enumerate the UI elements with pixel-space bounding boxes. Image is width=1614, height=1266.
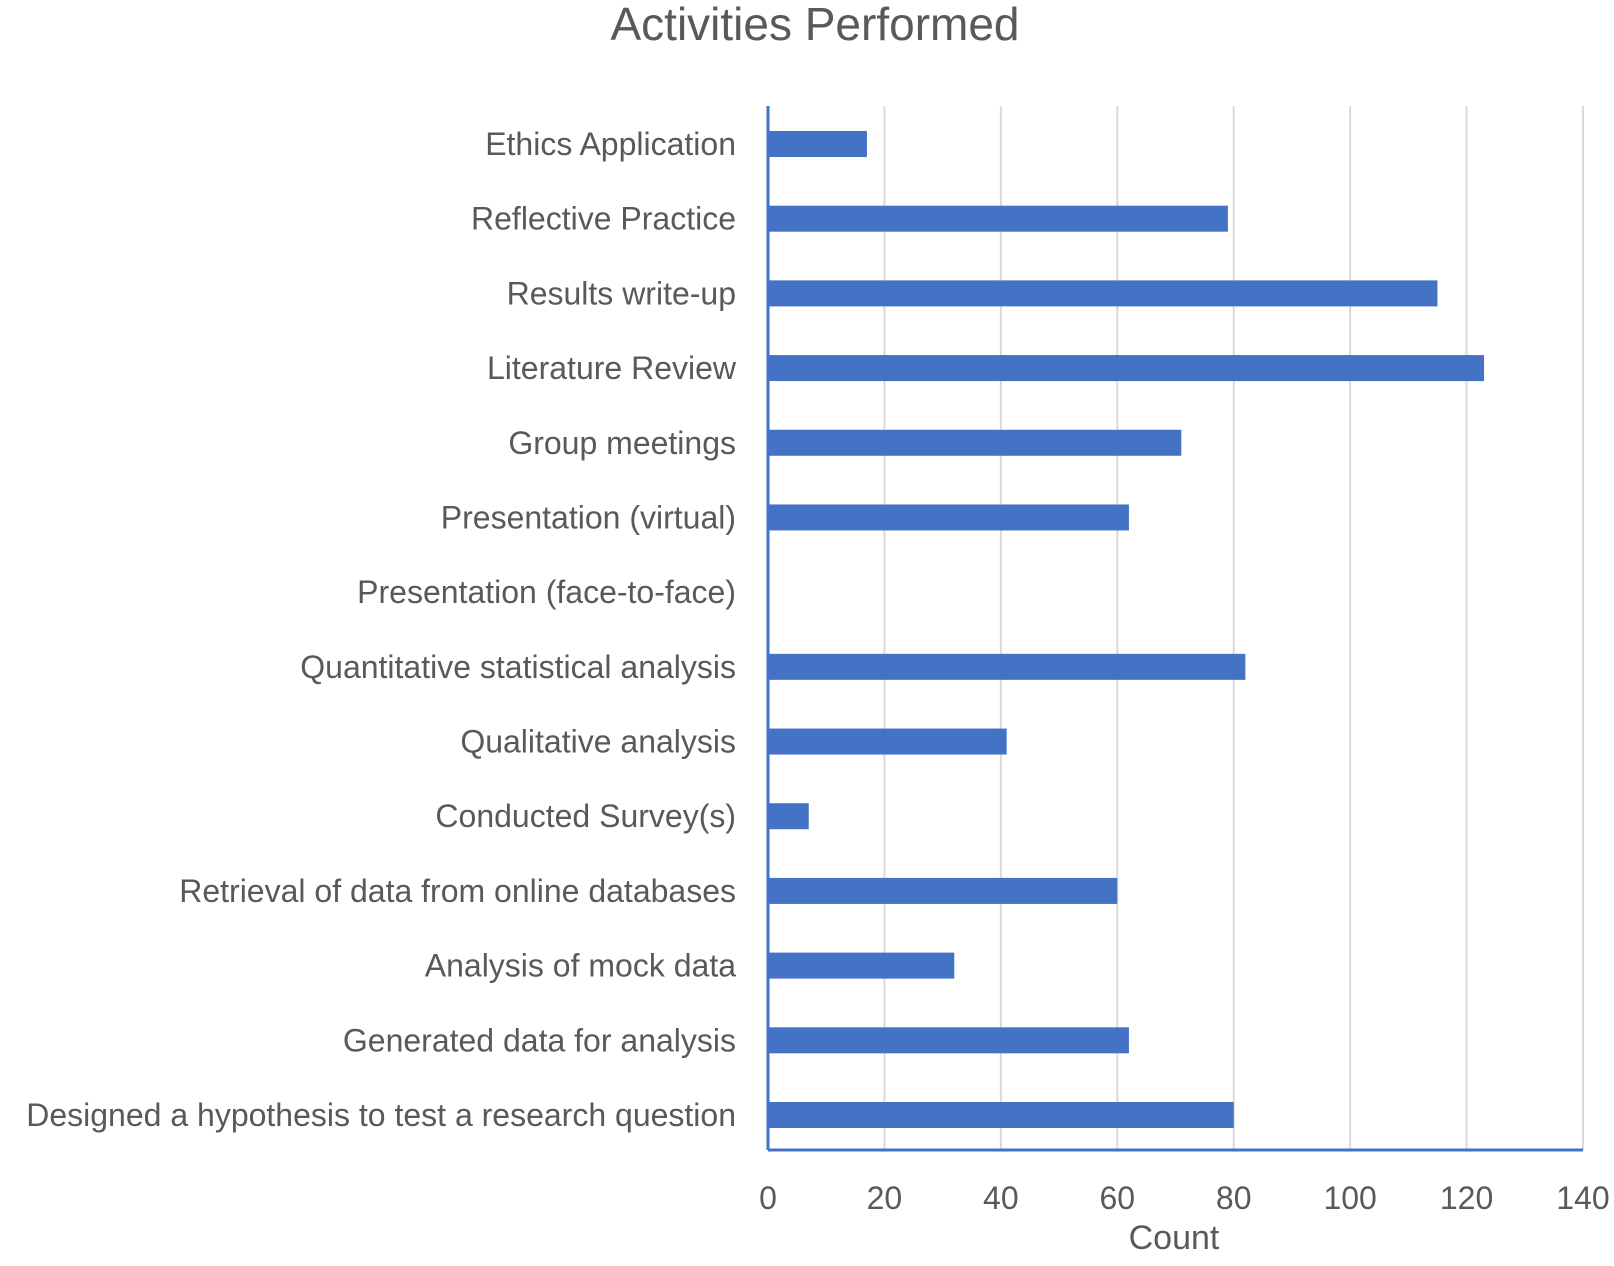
- category-label: Generated data for analysis: [343, 1022, 736, 1058]
- bar: [768, 1102, 1234, 1128]
- category-label: Presentation (face-to-face): [357, 574, 736, 610]
- x-axis-title: Count: [1129, 1219, 1220, 1257]
- category-label: Presentation (virtual): [441, 499, 736, 535]
- chart-title: Activities Performed: [610, 0, 1019, 50]
- category-label: Literature Review: [487, 350, 737, 386]
- x-tick-label: 40: [983, 1180, 1019, 1216]
- category-label: Group meetings: [508, 425, 736, 461]
- x-tick-label: 120: [1440, 1180, 1493, 1216]
- category-label: Retrieval of data from online databases: [179, 873, 736, 909]
- bar: [768, 728, 1007, 755]
- category-label: Analysis of mock data: [425, 948, 736, 984]
- bars: [768, 131, 1485, 1128]
- bar: [768, 1027, 1129, 1054]
- bar: [768, 653, 1246, 680]
- bar: [768, 429, 1182, 456]
- category-labels: Ethics Application Reflective Practice Res…: [26, 126, 737, 1133]
- x-tick-label: 60: [1099, 1180, 1135, 1216]
- x-tick-label: 20: [867, 1180, 903, 1216]
- category-label: Qualitative analysis: [460, 724, 736, 760]
- x-tick-labels: 0 20 40 60 80 100 120 140: [759, 1180, 1610, 1216]
- category-label: Reflective Practice: [471, 201, 736, 237]
- gridlines: [883, 106, 1584, 1150]
- category-label: Results write-up: [507, 275, 736, 311]
- category-label: Ethics Application: [485, 126, 736, 162]
- bar: [768, 280, 1438, 307]
- bar: [768, 877, 1118, 904]
- x-tick-label: 80: [1216, 1180, 1252, 1216]
- bar: [768, 131, 867, 157]
- category-label: Quantitative statistical analysis: [300, 649, 736, 685]
- bar: [768, 803, 809, 830]
- bar: [768, 952, 955, 979]
- bar: [768, 355, 1485, 382]
- x-tick-label: 0: [759, 1180, 777, 1216]
- category-label: Designed a hypothesis to test a research…: [26, 1097, 736, 1133]
- axes: [766, 106, 1583, 1152]
- bar: [768, 205, 1228, 232]
- x-tick-label: 100: [1323, 1180, 1376, 1216]
- category-label: Conducted Survey(s): [435, 798, 736, 834]
- x-tick-label: 140: [1556, 1180, 1609, 1216]
- bar: [768, 504, 1129, 531]
